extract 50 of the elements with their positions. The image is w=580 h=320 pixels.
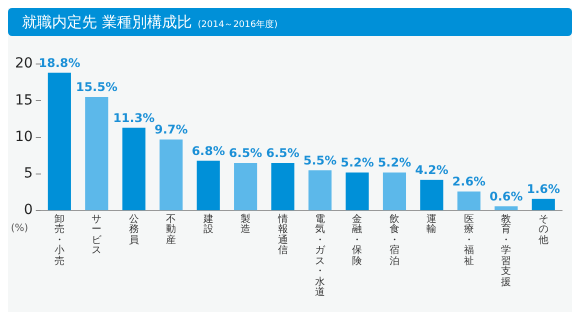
x-tick-label: 不動産 (166, 214, 176, 246)
x-tick-label: その他 (538, 214, 548, 246)
x-tick-label: 運輸 (426, 214, 437, 236)
x-tick-label: サービス (92, 214, 102, 257)
x-tick-label: 飲食・宿泊 (389, 214, 400, 268)
bar (532, 198, 555, 210)
bar (346, 172, 369, 210)
data-label: 9.7% (154, 122, 188, 137)
bar (234, 162, 258, 210)
y-tick-label: 15 (14, 92, 33, 108)
x-tick-label: 電気・ガス・水道 (315, 214, 326, 299)
bar (382, 172, 406, 210)
x-tick-label: 情報通信 (278, 214, 288, 257)
data-label: 15.5% (76, 80, 118, 94)
bar (308, 170, 332, 210)
data-label: 4.2% (415, 162, 448, 177)
data-label: 5.2% (340, 156, 374, 170)
x-tick-label: 教育・学習支援 (501, 214, 512, 288)
data-label: 0.6% (490, 189, 523, 204)
bar (420, 180, 444, 210)
chart-title: 就職内定先 業種別構成比 (22, 12, 192, 33)
bar (85, 96, 108, 210)
y-tick-label: 5 (24, 166, 33, 182)
bar (160, 140, 183, 210)
data-label: 18.8% (38, 56, 80, 70)
data-label: 2.6% (452, 174, 486, 189)
y-tick-label: 10 (14, 128, 33, 145)
data-label: 6.8% (192, 144, 225, 158)
bar (48, 72, 71, 210)
data-label: 5.2% (378, 156, 412, 170)
data-label: 5.5% (303, 153, 337, 168)
bar (122, 128, 146, 210)
x-tick-label: 医療・福祉 (464, 214, 474, 268)
y-tick-label: 20 (14, 56, 33, 72)
x-tick-label: 公務員 (128, 214, 139, 246)
x-tick-label: 金融・保険 (352, 214, 362, 268)
y-axis-title: (%) (10, 222, 28, 234)
x-tick-label: 製造 (240, 214, 251, 236)
chart-subtitle: (2014～2016年度) (198, 18, 278, 32)
bar (457, 192, 480, 210)
data-label: 6.5% (266, 146, 300, 160)
bar (196, 160, 220, 210)
bar (494, 206, 518, 210)
data-label: 11.3% (113, 110, 155, 125)
x-tick-label: 建設 (203, 214, 214, 236)
y-tick-label: 0 (24, 202, 33, 218)
data-label: 6.5% (228, 146, 262, 160)
data-label: 1.6% (526, 182, 560, 196)
bar (271, 162, 294, 210)
x-tick-label: 卸売・小売 (54, 214, 64, 268)
